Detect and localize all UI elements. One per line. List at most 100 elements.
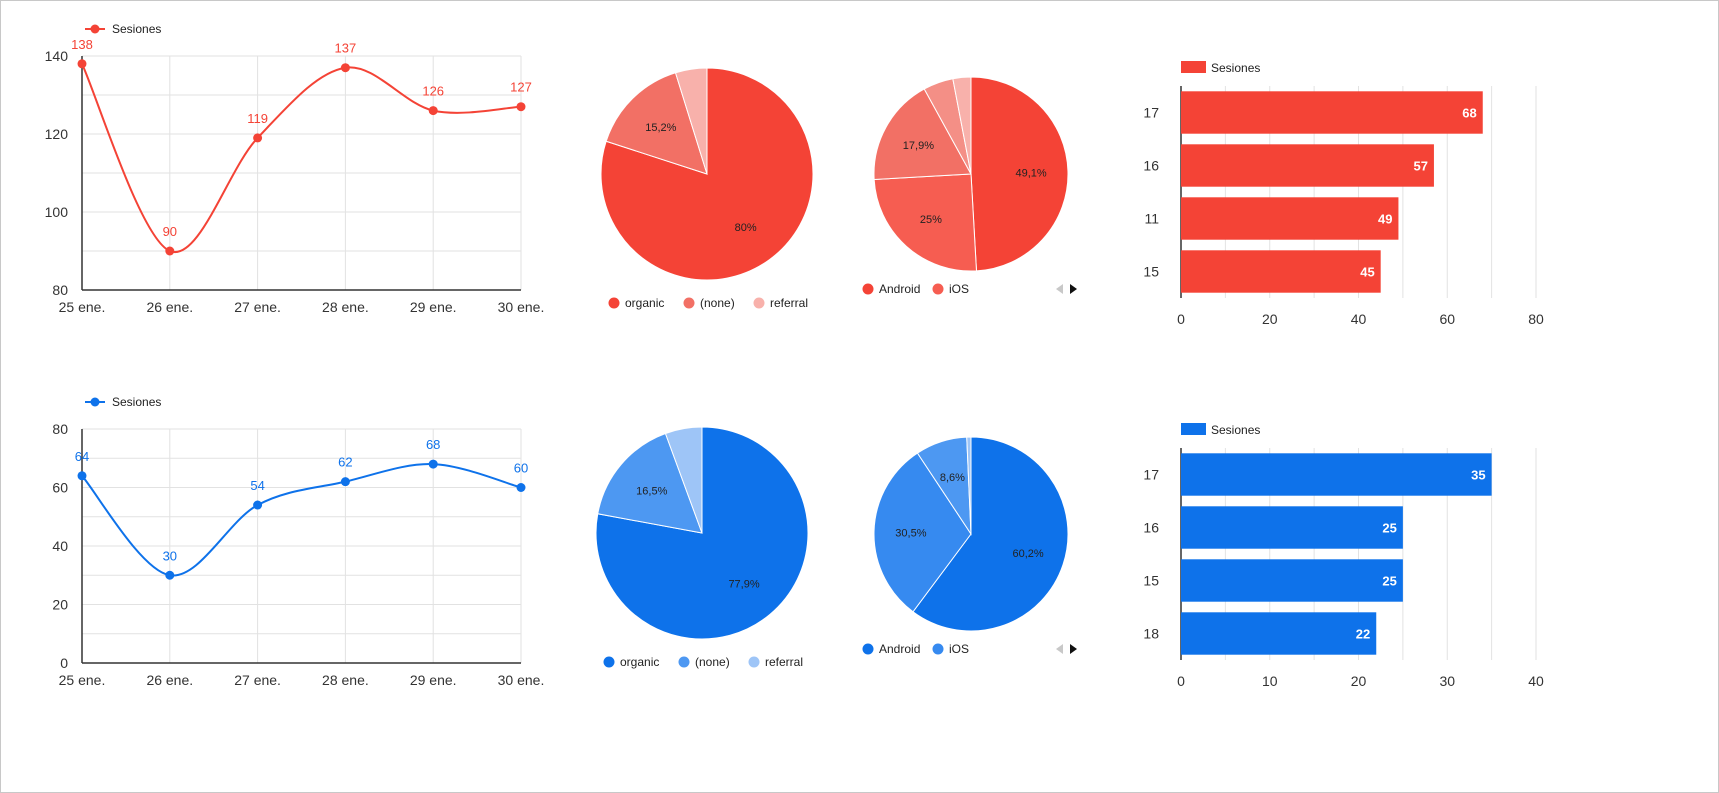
- sessions-line-chart-red: Sesiones 80 100 120 140 25 ene. 26 ene. 27 ene.…: [45, 22, 545, 315]
- bar-value-label: 35: [1471, 468, 1485, 483]
- x-tick-label: 80: [1528, 311, 1544, 327]
- channel-pie-chart-red: 80% 15,2% organic (none) referral: [600, 67, 814, 310]
- data-label: 64: [75, 449, 89, 464]
- legend-swatch-dot: [90, 24, 100, 34]
- pie-slice-label: 49,1%: [1016, 167, 1047, 179]
- data-point: [516, 483, 526, 492]
- legend-swatch: [862, 283, 874, 295]
- x-tick-label: 27 ene.: [234, 299, 281, 315]
- y-tick-label: 17: [1143, 105, 1159, 121]
- x-tick-label: 26 ene.: [146, 299, 193, 315]
- legend-swatch: [683, 297, 695, 309]
- pie-slice: [664, 426, 703, 534]
- data-point: [253, 133, 263, 143]
- y-tick-label: 40: [52, 538, 68, 554]
- x-tick-label: 0: [1177, 673, 1185, 689]
- x-tick-label: 0: [1177, 311, 1185, 327]
- legend-swatch: [862, 643, 874, 655]
- data-label: 54: [250, 478, 264, 493]
- x-tick-label: 28 ene.: [322, 299, 369, 315]
- legend-label: iOS: [949, 282, 969, 296]
- legend-label: Android: [879, 282, 920, 296]
- legend-label: organic: [620, 655, 659, 669]
- series-line: [81, 463, 522, 577]
- y-tick-label: 15: [1143, 264, 1159, 280]
- legend-label: iOS: [949, 642, 969, 656]
- y-tick-label: 16: [1143, 520, 1159, 536]
- legend-label: Android: [879, 642, 920, 656]
- data-label: 30: [163, 548, 177, 563]
- legend-swatch: [678, 656, 690, 668]
- legend-label: Sesiones: [1211, 61, 1260, 75]
- legend-prev-arrow: [1056, 644, 1063, 654]
- legend-label: Sesiones: [1211, 423, 1260, 437]
- series-line: [81, 63, 522, 254]
- x-tick-label: 30: [1439, 673, 1455, 689]
- bar-value-label: 49: [1378, 212, 1392, 227]
- data-label: 127: [510, 80, 532, 95]
- bar: [1181, 559, 1403, 602]
- data-point: [77, 471, 87, 481]
- bar-value-label: 25: [1382, 574, 1396, 589]
- bar: [1181, 197, 1399, 240]
- legend-swatch: [932, 283, 944, 295]
- bar: [1181, 612, 1377, 655]
- pie-slice: [952, 76, 972, 175]
- legend-label: Sesiones: [112, 22, 161, 36]
- x-tick-label: 20: [1262, 311, 1278, 327]
- data-point: [165, 246, 175, 256]
- data-label: 119: [247, 111, 268, 126]
- legend-swatch: [753, 297, 765, 309]
- legend-next-arrow: [1070, 284, 1077, 294]
- legend-prev-arrow: [1056, 284, 1063, 294]
- pie-slice-label: 8,6%: [940, 472, 965, 484]
- legend-label: Sesiones: [112, 395, 161, 409]
- bar-value-label: 25: [1382, 521, 1396, 536]
- x-tick-label: 30 ene.: [498, 672, 545, 688]
- x-tick-label: 60: [1439, 311, 1455, 327]
- y-tick-label: 17: [1143, 467, 1159, 483]
- y-tick-label: 80: [52, 282, 68, 298]
- pie-slice: [873, 173, 978, 272]
- data-label: 90: [163, 224, 177, 239]
- legend-swatch: [1181, 61, 1206, 73]
- pie-slice-label: 15,2%: [645, 122, 676, 134]
- data-point: [253, 500, 263, 510]
- bar-value-label: 68: [1462, 106, 1476, 121]
- y-tick-label: 0: [60, 655, 68, 671]
- y-tick-label: 140: [45, 48, 69, 64]
- pie-slice-label: 30,5%: [895, 527, 926, 539]
- y-tick-label: 11: [1144, 211, 1159, 227]
- pie-slice: [674, 67, 708, 175]
- y-tick-label: 60: [52, 480, 68, 496]
- pie-slice: [912, 436, 1069, 632]
- x-tick-label: 25 ene.: [59, 672, 106, 688]
- pie-slice-label: 25%: [920, 214, 942, 226]
- legend-swatch: [608, 297, 620, 309]
- x-tick-label: 10: [1262, 673, 1278, 689]
- bar: [1181, 91, 1483, 134]
- pie-slice: [595, 426, 809, 640]
- x-tick-label: 29 ene.: [410, 672, 457, 688]
- pie-slice: [873, 452, 972, 613]
- legend-swatch: [603, 656, 615, 668]
- legend-swatch-dot: [90, 397, 100, 407]
- x-tick-label: 30 ene.: [498, 299, 545, 315]
- pie-slice: [873, 88, 972, 181]
- pie-slice-label: 16,5%: [636, 486, 667, 498]
- pie-slice-label: 60,2%: [1012, 548, 1043, 560]
- bar-value-label: 22: [1356, 627, 1370, 642]
- x-tick-label: 26 ene.: [146, 672, 193, 688]
- y-tick-label: 120: [45, 126, 69, 142]
- legend-label: (none): [700, 296, 735, 310]
- y-tick-label: 100: [45, 204, 69, 220]
- sessions-bar-chart-red: Sesiones 0 20 40 60 80 17 68 16 57 11 49 15 45: [1143, 61, 1544, 327]
- x-tick-label: 27 ene.: [234, 672, 281, 688]
- pie-slice: [600, 67, 814, 281]
- data-point: [428, 106, 438, 116]
- data-point: [516, 102, 526, 112]
- legend-label: (none): [695, 655, 730, 669]
- bar-value-label: 45: [1360, 265, 1374, 280]
- legend-swatch: [932, 643, 944, 655]
- channel-pie-chart-blue: 77,9% 16,5% organic (none) referral: [595, 426, 809, 669]
